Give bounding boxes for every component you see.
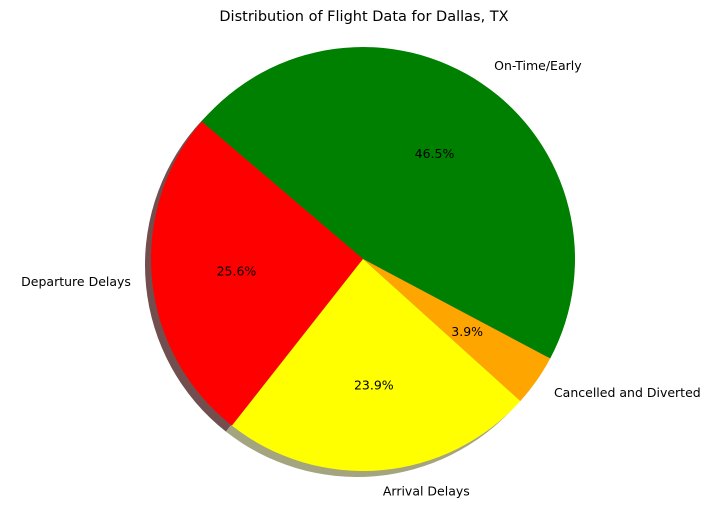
slice-label-departure-delays: Departure Delays (21, 274, 131, 289)
slice-label-arrival-delays: Arrival Delays (383, 483, 470, 498)
pct-label-arrival-delays: 23.9% (354, 378, 394, 393)
slice-departure-delays (150, 121, 363, 426)
pct-label-on-time-early: 46.5% (415, 146, 455, 161)
slice-label-on-time-early: On-Time/Early (494, 58, 582, 73)
slice-label-cancelled-and-diverted: Cancelled and Diverted (554, 385, 701, 400)
pct-label-cancelled-and-diverted: 3.9% (451, 324, 483, 339)
pie-labels: 46.5% On-Time/Early 25.6% Departure Delays 2… (21, 58, 701, 498)
slice-arrival-delays (231, 259, 521, 471)
slice-on-time-early (201, 47, 575, 359)
chart-title: Distribution of Flight Data for Dallas, … (219, 9, 508, 25)
slice-cancelled-and-diverted (363, 259, 551, 402)
pct-label-departure-delays: 25.6% (217, 264, 257, 279)
pie-slices (150, 47, 575, 471)
